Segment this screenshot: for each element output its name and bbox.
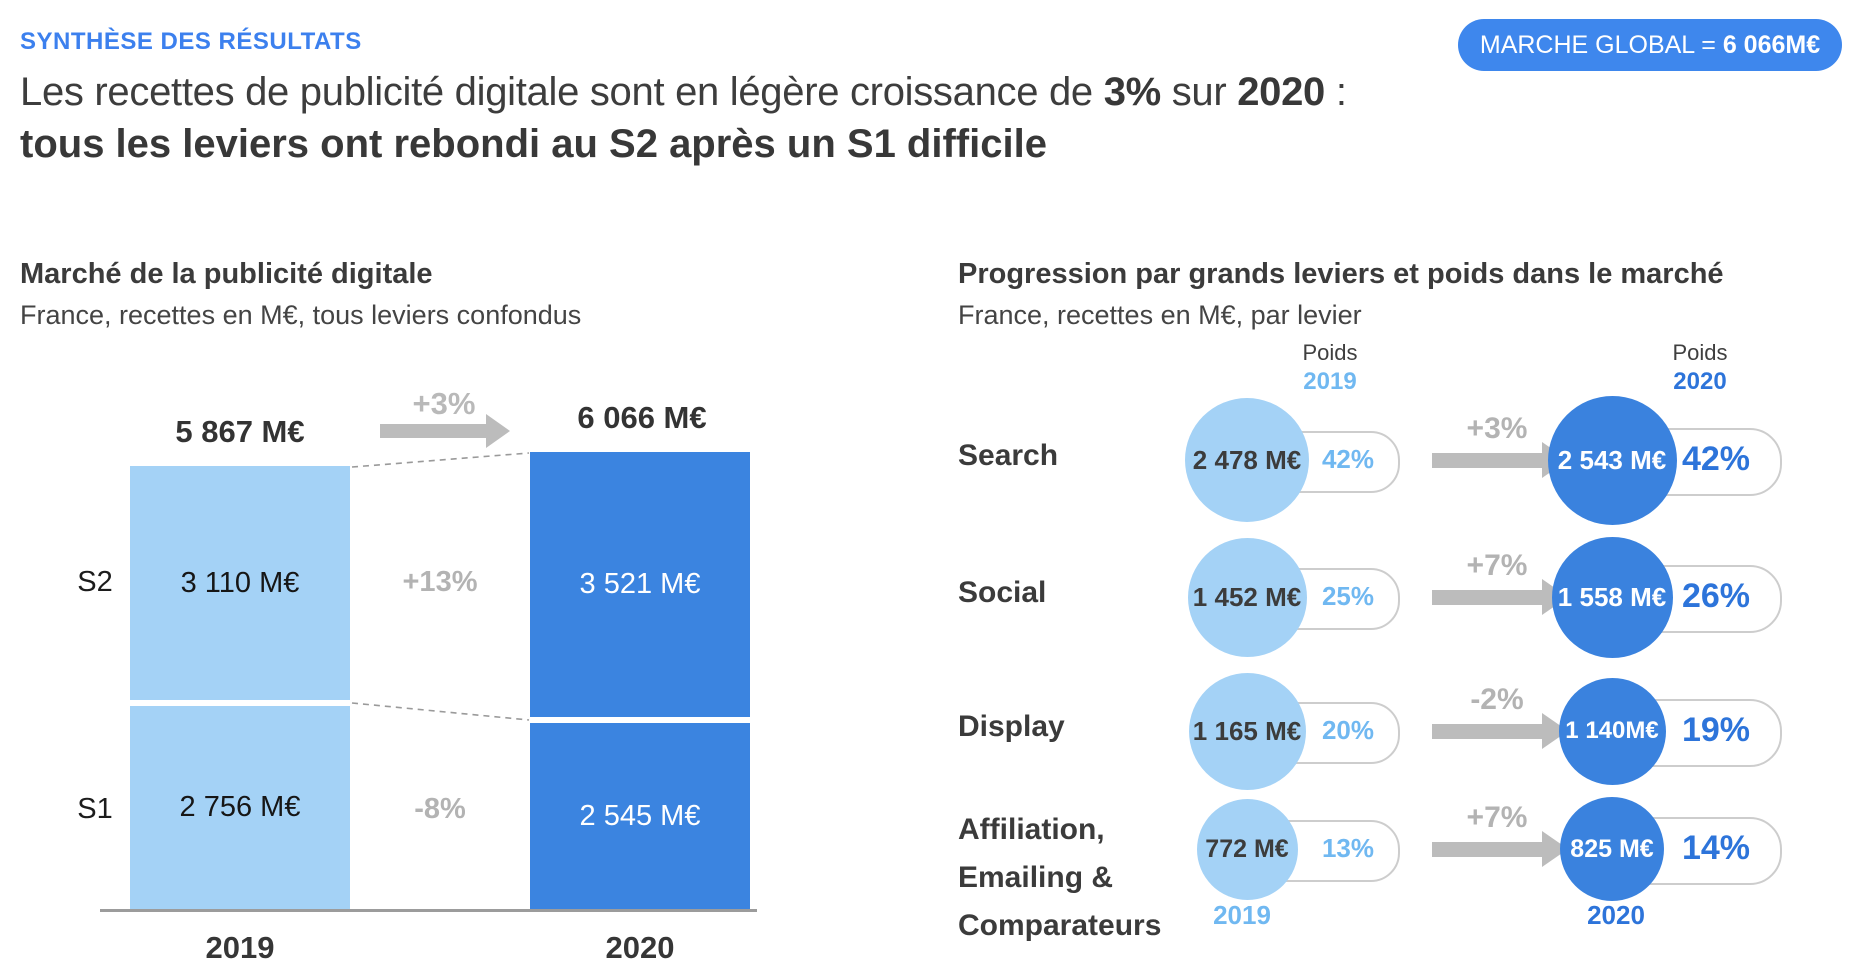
bubble-2020-value: 2 543 M€ bbox=[1557, 444, 1667, 475]
bubble-2019-value: 1 165 M€ bbox=[1192, 715, 1302, 746]
total-growth-label: +3% bbox=[412, 386, 476, 421]
badge-label: MARCHE GLOBAL = bbox=[1479, 30, 1716, 59]
axis-year-2019: 2019 bbox=[205, 930, 275, 965]
col-header-poids-2019: Poids bbox=[1302, 340, 1358, 365]
global-market-badge: MARCHE GLOBAL = 6 066M€ bbox=[1458, 19, 1842, 71]
bubble-2020: 825 M€ bbox=[1560, 797, 1664, 901]
bubble-2020-value: 1 558 M€ bbox=[1557, 581, 1667, 612]
weight-2020-value: 26% bbox=[1681, 577, 1751, 615]
growth-arrow-icon bbox=[1432, 724, 1542, 739]
headline-line-1: Les recettes de publicité digitale sont … bbox=[20, 66, 1347, 118]
growth-arrow-icon bbox=[1432, 842, 1542, 857]
bar-2020-s2: 3 521 M€ bbox=[530, 452, 750, 717]
growth-arrow-head-icon bbox=[486, 414, 510, 448]
weight-2019-value: 13% bbox=[1321, 833, 1375, 863]
growth-arrow-icon bbox=[1432, 590, 1542, 605]
bubble-2019: 2 478 M€ bbox=[1185, 398, 1309, 522]
lever-label-line3: Comparateurs bbox=[958, 909, 1162, 942]
bar-2019-s1: 2 756 M€ bbox=[130, 706, 350, 909]
footer-year-2020: 2020 bbox=[1587, 900, 1645, 930]
bar-2020-s1: 2 545 M€ bbox=[530, 723, 750, 909]
col-header-year-2019: 2019 bbox=[1303, 368, 1357, 395]
weight-2019-value: 25% bbox=[1321, 581, 1375, 611]
growth-label: +7% bbox=[1466, 801, 1528, 834]
right-chart-subtitle: France, recettes en M€, par levier bbox=[958, 300, 1362, 330]
col-header-poids-2020: Poids bbox=[1672, 340, 1728, 365]
bubble-2019: 772 M€ bbox=[1196, 798, 1298, 900]
lever-label: Social bbox=[958, 576, 1047, 609]
right-chart-title: Progression par grands leviers et poids … bbox=[958, 258, 1724, 290]
x-axis-line bbox=[100, 909, 757, 912]
left-chart-title: Marché de la publicité digitale bbox=[20, 258, 433, 290]
bubble-2019-value: 772 M€ bbox=[1205, 834, 1289, 863]
bubble-2020: 2 543 M€ bbox=[1547, 395, 1677, 525]
growth-s2-label: +13% bbox=[402, 566, 478, 598]
weight-2020-value: 14% bbox=[1681, 829, 1751, 867]
row-label-s2: S2 bbox=[77, 566, 113, 598]
axis-year-2020: 2020 bbox=[605, 930, 675, 965]
bubble-2019-value: 1 452 M€ bbox=[1192, 581, 1302, 612]
headline: Les recettes de publicité digitale sont … bbox=[20, 66, 1347, 170]
bar-2019-s2: 3 110 M€ bbox=[130, 466, 350, 700]
bar-2020-s2-value: 3 521 M€ bbox=[579, 568, 701, 600]
badge-value: 6 066M€ bbox=[1722, 30, 1821, 59]
growth-label: +7% bbox=[1466, 549, 1528, 582]
weight-2019-value: 42% bbox=[1321, 444, 1375, 474]
bubble-2020-value: 1 140M€ bbox=[1565, 717, 1659, 744]
kicker: SYNTHÈSE DES RÉSULTATS bbox=[20, 28, 362, 55]
lever-label: Search bbox=[958, 439, 1059, 472]
bubble-2019: 1 452 M€ bbox=[1187, 537, 1307, 657]
bar-2019-s1-value: 2 756 M€ bbox=[179, 791, 301, 823]
weight-2020-value: 42% bbox=[1681, 440, 1751, 478]
lever-label-line2: Emailing & bbox=[958, 861, 1114, 894]
bar-2020-s1-value: 2 545 M€ bbox=[579, 799, 701, 832]
headline-part3: : bbox=[1325, 70, 1347, 114]
headline-bold1: 3% bbox=[1103, 70, 1162, 114]
bubble-2019-value: 2 478 M€ bbox=[1192, 444, 1302, 475]
bubble-2019: 1 165 M€ bbox=[1188, 672, 1306, 790]
headline-bold2: 2020 bbox=[1237, 70, 1326, 114]
weight-2020-value: 19% bbox=[1681, 711, 1751, 749]
growth-label: -2% bbox=[1470, 683, 1524, 716]
lever-label-line1: Affiliation, bbox=[958, 813, 1105, 846]
headline-part1: Les recettes de publicité digitale sont … bbox=[20, 70, 1104, 114]
lever-label: Affiliation, Emailing & Comparateurs bbox=[958, 806, 1218, 950]
total-2020-label: 6 066 M€ bbox=[577, 400, 707, 435]
headline-line-2: tous les leviers ont rebondi au S2 après… bbox=[20, 122, 1047, 166]
headline-part2: sur bbox=[1160, 70, 1238, 114]
bar-2019-s2-value: 3 110 M€ bbox=[180, 566, 300, 599]
col-header-year-2020: 2020 bbox=[1673, 368, 1727, 395]
growth-s1-label: -8% bbox=[414, 793, 466, 825]
growth-arrow-icon bbox=[380, 424, 486, 438]
lever-label: Display bbox=[958, 710, 1065, 743]
bubble-2020-value: 825 M€ bbox=[1570, 834, 1654, 863]
growth-label: +3% bbox=[1466, 412, 1528, 445]
footer-year-2019: 2019 bbox=[1213, 900, 1271, 930]
left-chart-subtitle: France, recettes en M€, tous leviers con… bbox=[20, 300, 582, 330]
growth-arrow-icon bbox=[1432, 453, 1542, 468]
total-2019-label: 5 867 M€ bbox=[175, 414, 305, 449]
bubble-2020: 1 140M€ bbox=[1558, 677, 1666, 785]
weight-2019-value: 20% bbox=[1321, 715, 1375, 745]
row-label-s1: S1 bbox=[77, 793, 113, 825]
bubble-2020: 1 558 M€ bbox=[1551, 536, 1673, 658]
